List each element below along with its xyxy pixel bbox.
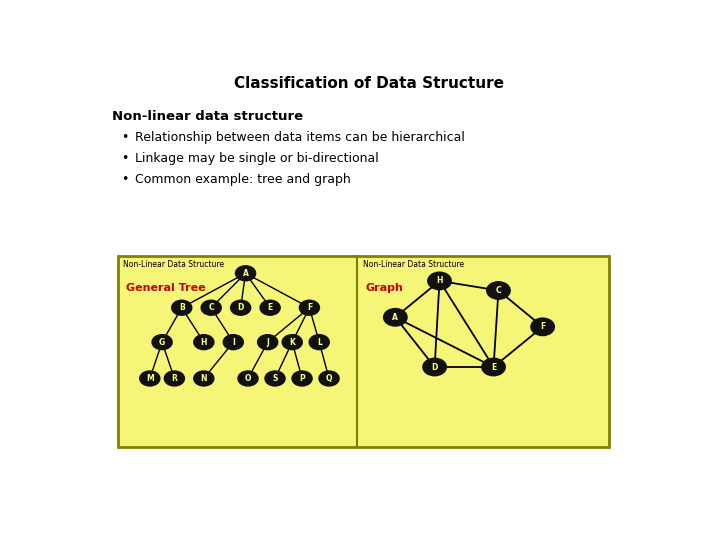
Text: Non-linear data structure: Non-linear data structure [112, 110, 303, 123]
Text: H: H [436, 276, 443, 286]
Text: C: C [495, 286, 501, 295]
Text: I: I [232, 338, 235, 347]
Circle shape [260, 300, 280, 315]
Text: Linkage may be single or bi-directional: Linkage may be single or bi-directional [135, 152, 379, 165]
Text: E: E [491, 362, 496, 372]
Circle shape [223, 335, 243, 349]
Text: Classification of Data Structure: Classification of Data Structure [234, 76, 504, 91]
Text: J: J [266, 338, 269, 347]
Text: Non-Linear Data Structure: Non-Linear Data Structure [363, 260, 464, 269]
Circle shape [201, 300, 221, 315]
Circle shape [235, 266, 256, 281]
Text: A: A [392, 313, 398, 322]
Circle shape [487, 282, 510, 299]
Text: A: A [243, 269, 248, 278]
Text: B: B [179, 303, 184, 312]
Text: M: M [146, 374, 153, 383]
Circle shape [194, 371, 214, 386]
Circle shape [258, 335, 278, 349]
Circle shape [238, 371, 258, 386]
Text: General Tree: General Tree [126, 283, 206, 293]
Text: G: G [159, 338, 165, 347]
Text: D: D [431, 362, 438, 372]
Text: L: L [317, 338, 322, 347]
Text: •: • [121, 152, 128, 165]
FancyBboxPatch shape [118, 256, 609, 447]
Text: Non-Linear Data Structure: Non-Linear Data Structure [124, 260, 225, 269]
Circle shape [230, 300, 251, 315]
Circle shape [164, 371, 184, 386]
Text: Graph: Graph [366, 283, 403, 293]
Text: Common example: tree and graph: Common example: tree and graph [135, 173, 351, 186]
Circle shape [292, 371, 312, 386]
Text: R: R [171, 374, 177, 383]
Text: H: H [201, 338, 207, 347]
Text: •: • [121, 131, 128, 144]
Text: F: F [307, 303, 312, 312]
Circle shape [482, 358, 505, 376]
Circle shape [171, 300, 192, 315]
Text: D: D [238, 303, 244, 312]
Circle shape [300, 300, 320, 315]
Text: •: • [121, 173, 128, 186]
Text: C: C [208, 303, 214, 312]
Circle shape [423, 358, 446, 376]
Circle shape [152, 335, 172, 349]
Circle shape [265, 371, 285, 386]
Text: K: K [289, 338, 295, 347]
Circle shape [319, 371, 339, 386]
Text: N: N [201, 374, 207, 383]
Circle shape [531, 318, 554, 335]
Circle shape [309, 335, 329, 349]
Text: E: E [268, 303, 273, 312]
Circle shape [384, 308, 407, 326]
Text: O: O [245, 374, 251, 383]
Text: F: F [540, 322, 545, 332]
Circle shape [428, 272, 451, 289]
Text: P: P [300, 374, 305, 383]
Text: Relationship between data items can be hierarchical: Relationship between data items can be h… [135, 131, 464, 144]
Circle shape [282, 335, 302, 349]
Circle shape [140, 371, 160, 386]
Circle shape [194, 335, 214, 349]
Text: Q: Q [325, 374, 333, 383]
Text: S: S [272, 374, 278, 383]
